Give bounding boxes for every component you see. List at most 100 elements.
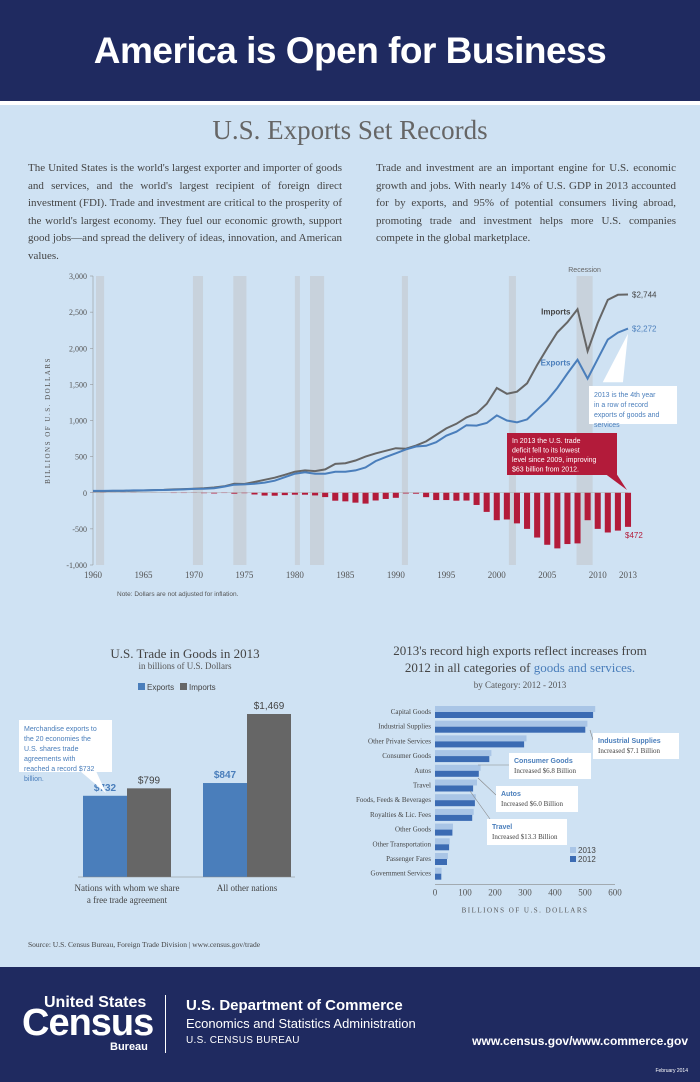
deficit-bar <box>382 492 389 499</box>
inflation-note: Note: Dollars are not adjusted for infla… <box>117 591 239 598</box>
x-tick-label: 2000 <box>488 570 507 580</box>
hbar-x-tick-label: 600 <box>608 887 622 897</box>
hbar-category-label: Capital Goods <box>391 708 432 716</box>
y-tick-label: -1,000 <box>66 561 87 570</box>
recession-band <box>310 276 325 565</box>
exports-value-label: $847 <box>214 770 237 781</box>
imports-value-label: $1,469 <box>254 701 285 712</box>
intro-right-paragraph: Trade and investment are an important en… <box>376 162 676 244</box>
recession-label: Recession <box>568 267 601 274</box>
deficit-end-label: $472 <box>625 531 643 540</box>
hbar-category-label: Other Private Services <box>368 737 431 745</box>
y-tick-label: 3,000 <box>69 272 87 281</box>
page-subtitle: U.S. Exports Set Records <box>212 115 488 145</box>
deficit-bar <box>332 492 339 501</box>
logo-census: Census <box>22 1002 154 1044</box>
x-tick-label: 2005 <box>538 570 557 580</box>
x-tick-label: 1970 <box>185 570 204 580</box>
bar-2012 <box>435 814 473 821</box>
deficit-bar <box>322 492 329 498</box>
imports-bar <box>127 788 171 877</box>
deficit-bar <box>301 492 309 495</box>
bar-chart-subtitle: in billions of U.S. Dollars <box>138 661 231 671</box>
deficit-bar <box>312 492 319 496</box>
y-tick-label: -500 <box>72 525 87 534</box>
hbar-callout-leader <box>477 777 497 796</box>
imports-end-label: $2,744 <box>632 290 657 299</box>
footer-url-link[interactable]: www.census.gov/www.commerce.gov <box>472 1034 688 1048</box>
bar-2013 <box>435 750 492 757</box>
exports-line <box>93 327 629 492</box>
legend-imports-swatch <box>180 683 187 690</box>
bar-2013 <box>435 764 481 771</box>
record-callout-box <box>589 386 677 424</box>
deficit-bar <box>251 492 258 495</box>
deficit-bar <box>433 492 440 501</box>
hbar-callout-text: Increased $13.3 Billion <box>492 833 558 841</box>
deficit-bar <box>402 492 409 494</box>
legend-2012-label: 2012 <box>578 855 596 864</box>
deficit-bar <box>544 492 551 545</box>
deficit-bar <box>291 492 298 495</box>
administration-name: Economics and Statistics Administration <box>186 1016 416 1031</box>
census-logo[interactable]: United States Census Bureau <box>22 994 154 1054</box>
bar-2012 <box>435 785 474 792</box>
deficit-bar <box>503 492 510 520</box>
hbar-category-label: Industrial Supplies <box>378 723 431 731</box>
deficit-bar <box>261 492 268 496</box>
bar-2013 <box>435 735 527 742</box>
deficit-bar <box>372 492 379 501</box>
x-tick-label: 1990 <box>387 570 406 580</box>
y-tick-label: 2,000 <box>69 344 87 353</box>
deficit-bar <box>574 492 581 544</box>
page-title: America is Open for Business <box>93 30 607 71</box>
bar-2012 <box>435 741 525 748</box>
title-banner: America is Open for Business <box>0 0 700 101</box>
deficit-bar <box>624 492 632 527</box>
deficit-bar <box>443 492 450 501</box>
department-name: U.S. Department of Commerce <box>186 997 403 1014</box>
bar-2013 <box>435 720 588 727</box>
deficit-bar <box>271 492 278 496</box>
imports-value-label: $799 <box>138 775 161 786</box>
legend-imports-label: Imports <box>189 683 216 692</box>
y-axis-label: BILLIONS OF U.S. DOLLARS <box>44 357 52 484</box>
fta-callout-text: Merchandise exports to the 20 economies t… <box>24 726 97 783</box>
deficit-callout-text: In 2013 the U.S. trade deficit fell to it… <box>512 438 597 474</box>
hbar-title-line1: 2013's record high exports reflect incre… <box>393 643 647 658</box>
bar-2013 <box>435 794 476 801</box>
exports-bar <box>83 795 127 877</box>
bar-2012 <box>435 800 475 807</box>
deficit-bar <box>584 492 591 521</box>
hbar-callout-leader <box>469 790 491 820</box>
bar-2012 <box>435 844 450 851</box>
record-callout-text: 2013 is the 4th year in a row of record ex… <box>594 392 659 429</box>
publication-date: February 2014 <box>655 1068 688 1074</box>
legend-2013-swatch <box>570 847 576 853</box>
bar-2013 <box>435 853 448 859</box>
exports-bar <box>203 783 247 877</box>
recession-band <box>401 276 408 565</box>
hbar-callout-text: Increased $7.1 Billion <box>598 747 661 755</box>
imports-bar <box>247 714 291 877</box>
deficit-bar <box>453 492 460 501</box>
bar-2012 <box>435 712 594 718</box>
bar-2012 <box>435 859 447 865</box>
hbar-category-label: Passenger Fares <box>386 855 431 863</box>
y-tick-label: 0 <box>83 489 87 498</box>
bar-2013 <box>435 838 450 845</box>
hbar-x-tick-label: 400 <box>548 887 562 897</box>
exports-series-label: Exports <box>541 359 571 368</box>
deficit-bar <box>423 492 430 498</box>
bar-2013 <box>435 706 596 712</box>
legend-2013-label: 2013 <box>578 846 596 855</box>
hbar-x-tick-label: 0 <box>433 887 438 897</box>
hbar-category-label: Travel <box>413 782 431 790</box>
deficit-callout-box <box>507 433 617 475</box>
hbar-callout-box <box>487 819 567 845</box>
bar-2013 <box>435 808 474 815</box>
footer: United States Census Bureau U.S. Departm… <box>0 967 700 1082</box>
hbar-x-axis-label: BILLIONS OF U.S. DOLLARS <box>462 906 589 914</box>
x-tick-label: 1975 <box>235 570 254 580</box>
hbar-callout-box <box>496 786 578 812</box>
